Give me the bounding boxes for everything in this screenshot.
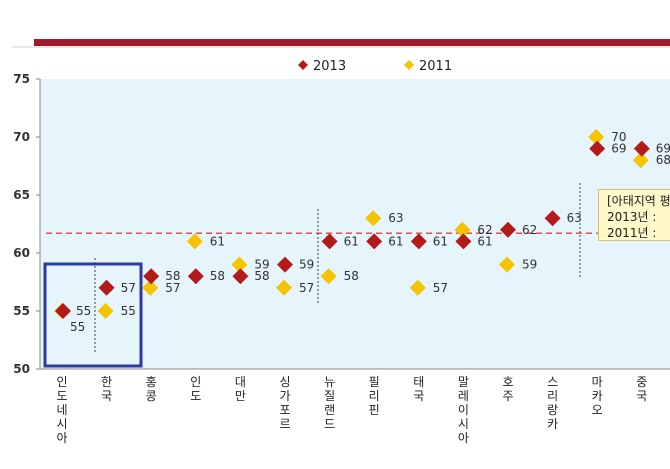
point-2013 [544,210,561,227]
callout-title: [아태지역 평 [607,194,670,208]
data-label-2011: 59 [254,258,269,272]
header-bar [34,39,670,46]
point-2013 [277,256,293,273]
y-tick-label: 70 [13,130,30,144]
point-2013 [232,268,249,285]
data-label-2013: 61 [344,234,359,248]
data-label-2011: 59 [522,258,537,272]
point-2011 [97,303,114,319]
data-label-2011: 55 [121,304,136,318]
point-2011 [499,256,515,273]
point-2013 [589,140,606,157]
plot-area [40,79,670,369]
legend-marker-2013 [298,60,308,70]
data-label-2011: 61 [210,234,225,248]
y-tick-label: 50 [13,362,30,376]
data-label-2011: 57 [165,281,180,295]
point-2013 [500,221,516,238]
legend: 2013 2011 [298,59,452,74]
data-label-2011: 57 [299,281,314,295]
data-label-2013: 63 [567,211,582,225]
data-label-2011: 62 [477,223,492,237]
data-label-2013: 61 [477,234,492,248]
y-tick-label: 55 [13,304,30,318]
point-2013 [455,233,472,250]
point-2013 [143,268,160,285]
group-separators [94,183,581,352]
point-2011 [365,210,382,227]
point-2011 [454,221,471,238]
data-label-2013: 58 [254,269,269,283]
data-label-2013: 58 [210,269,225,283]
data-label-2011: 63 [388,211,403,225]
point-2013 [633,140,650,157]
y-tick-label: 65 [13,188,30,202]
highlight-box [43,262,143,368]
point-2011 [320,268,337,285]
point-2013 [98,279,115,296]
data-label-2011: 57 [433,281,448,295]
data-label-2011: 58 [344,269,359,283]
data-label-2013: 55 [76,304,91,318]
average-callout: [아태지역 평 2013년 : 2011년 : [598,189,670,241]
point-2013 [321,233,338,250]
point-2011 [231,256,248,273]
data-label-2013: 62 [522,223,537,237]
data-label-2013: 61 [388,234,403,248]
data-label-2013: 57 [121,281,136,295]
data-label-2011: 55 [70,320,85,334]
data-label-2013: 69 [656,142,670,156]
data-label-2013: 69 [611,142,626,156]
data-label-2011: 70 [611,130,626,144]
legend-marker-2011 [404,60,414,70]
point-2013 [187,268,204,285]
point-2011 [186,233,203,250]
x-axis-labels: 인 도 네 시 아 한 국 홍 콩 인 도 대 만 싱 가 포 르 뉴 질 랜 드 필 리 핀 태 국 말 레 이 시 아 호 주 스 리 랑 카 마 카 오… [56,375,647,445]
point-2011 [632,152,649,169]
point-2013 [410,233,427,250]
y-tick-label: 75 [13,72,30,86]
legend-label-2011: 2011 [419,59,452,74]
point-2011 [276,279,292,296]
data-label-2013: 59 [299,258,314,272]
point-2011 [142,279,159,296]
point-2011 [409,279,426,296]
point-2011 [588,129,605,145]
legend-label-2013: 2013 [313,59,346,74]
y-axis: 50 55 60 65 70 75 [13,72,670,376]
data-label-2013: 61 [433,234,448,248]
callout-line-2011: 2011년 : [607,226,657,240]
point-2013 [366,233,383,250]
y-tick-label: 60 [13,246,30,260]
callout-line-2013: 2013년 : [607,210,657,224]
data-label-2011: 68 [656,153,670,167]
data-label-2013: 58 [165,269,180,283]
point-2013 [55,303,71,319]
